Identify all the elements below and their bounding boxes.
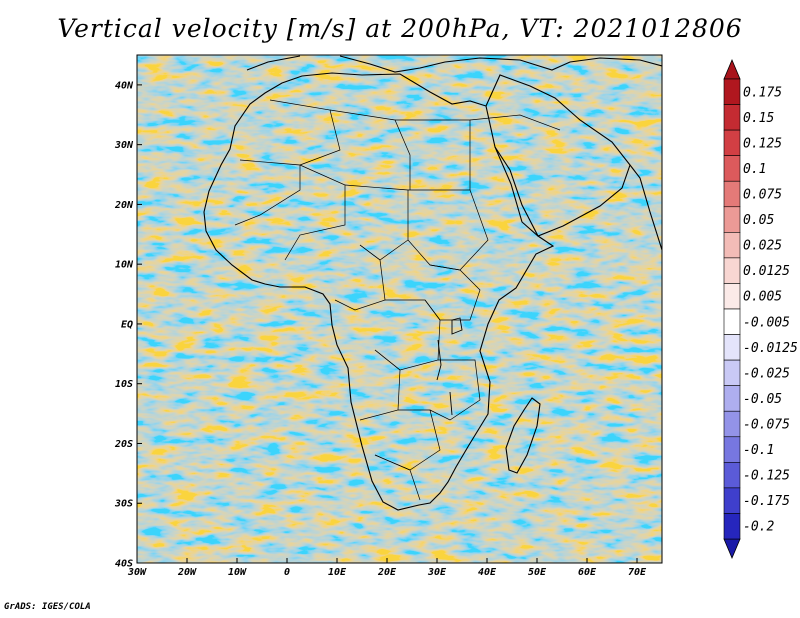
coastlines [203,55,662,511]
colorbar-label: 0.025 [743,239,782,254]
colorbar-label: 0.05 [743,213,774,228]
colorbar-swatch [723,334,741,361]
colorbar-label: -0.125 [743,469,790,484]
colorbar-label: -0.2 [743,520,774,535]
colorbar-swatch [723,410,741,438]
africa-coastline [203,72,555,511]
footer-credit: GrADS: IGES/COLA [4,602,91,612]
colorbar-swatch [723,180,741,208]
arabia-coastline [485,74,631,237]
colorbar-swatch [723,78,741,105]
map-title: Vertical velocity [m/s] at 200hPa, VT: 2… [57,14,743,43]
colorbar-label: -0.005 [743,315,790,330]
colorbar: 0.175 0.15 0.125 0.1 0.075 0.05 0.025 0.0125 0.0… [723,58,798,560]
lon-tick-label: 50E [528,567,547,578]
colorbar-label: -0.175 [743,494,790,509]
lat-tick-label: 40S [115,559,133,570]
lat-tick-label: 30S [114,499,133,510]
lat-tick-label: 30N [114,140,134,151]
colorbar-label: 0.075 [743,188,782,203]
colorbar-label: 0.175 [743,85,782,100]
lon-tick-label: 20E [377,567,397,578]
colorbar-arrow-top [723,58,741,80]
europe-coastline [246,55,662,73]
colorbar-swatch [723,462,741,489]
colorbar-label: 0.1 [743,162,766,177]
colorbar-swatch [723,436,741,463]
colorbar-label: 0.0125 [743,264,790,279]
colorbar-swatch [723,513,741,540]
colorbar-label: -0.075 [743,418,790,433]
lon-tick-label: 40E [478,567,497,578]
longitude-axis: 30W 20W 10W 0 10E 20E 30E 40E 50E 60E 70E [127,558,647,578]
colorbar-swatch [723,206,741,233]
lakes [436,317,463,416]
velocity-field [137,55,662,563]
lat-tick-label: 20N [114,200,134,211]
colorbar-swatch [723,487,741,514]
map-frame [136,54,663,564]
lon-tick-label: 20W [177,567,197,578]
lat-tick-label: 40N [115,80,134,91]
madagascar-coastline [505,397,541,474]
colorbar-label: -0.05 [743,392,782,407]
colorbar-label: 0.15 [743,111,774,126]
lat-tick-label: 10S [115,379,133,390]
lon-tick-label: 30E [427,567,447,578]
latitude-axis: 40N 30N 20N 10N EQ 10S 20S 30S 40S [114,80,142,570]
lon-tick-label: 30W [127,567,147,578]
colorbar-swatch [723,104,741,131]
lat-tick-label: EQ [121,319,133,330]
lon-tick-label: 60E [578,567,597,578]
colorbar-label: -0.1 [743,443,774,458]
colorbar-swatch [723,129,741,156]
colorbar-label: -0.0125 [743,341,798,356]
colorbar-swatch [723,385,741,412]
colorbar-swatch [723,155,741,182]
lon-tick-label: 0 [284,567,290,578]
lat-tick-label: 20S [114,439,133,450]
colorbar-swatch [723,283,741,310]
colorbar-label: 0.125 [743,136,782,151]
colorbar-label: -0.025 [743,366,790,381]
lon-tick-label: 10E [328,567,347,578]
colorbar-label: 0.005 [743,290,782,305]
colorbar-swatch [723,359,741,386]
colorbar-swatch [723,308,741,335]
india-coastline [629,164,662,251]
lon-tick-label: 70E [628,567,647,578]
lat-tick-label: 10N [115,260,134,271]
lon-tick-label: 10W [228,567,247,578]
country-borders [234,99,561,501]
colorbar-swatch [723,232,741,259]
colorbar-arrow-bottom [723,538,741,560]
colorbar-swatch [723,257,741,284]
